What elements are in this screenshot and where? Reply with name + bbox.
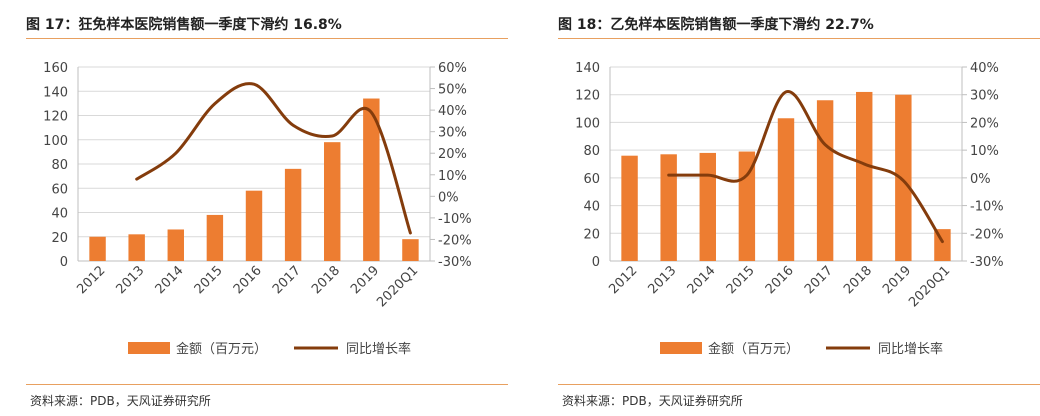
- y-right-tick-label: 10%: [438, 169, 467, 184]
- legend-line-label: 同比增长率: [346, 341, 411, 357]
- y-left-tick-label: 40: [583, 200, 600, 215]
- x-tick-label: 2019: [880, 263, 914, 297]
- y-left-tick-label: 20: [51, 231, 68, 246]
- x-tick-label: 2016: [763, 263, 797, 297]
- bar: [89, 236, 106, 261]
- y-left-tick-label: 120: [43, 110, 68, 125]
- y-left-tick-label: 0: [592, 255, 600, 270]
- bar: [621, 155, 638, 261]
- bar: [895, 94, 912, 261]
- x-tick-label: 2018: [309, 263, 343, 297]
- bar: [402, 239, 419, 261]
- growth-line: [135, 82, 412, 235]
- y-right-tick-label: 10%: [970, 144, 999, 159]
- y-left-tick-label: 80: [583, 144, 600, 159]
- figure-17-chart: 0 20 40 60 80 100 120 140 160 -30% -20% -10% 0% 10% 20…: [43, 61, 472, 357]
- y-left-tick-label: 140: [575, 61, 600, 76]
- y-right-tick-label: 40%: [970, 61, 999, 76]
- y-left-tick-label: 120: [575, 89, 600, 104]
- bar: [777, 118, 795, 262]
- bar: [245, 190, 263, 261]
- bar: [660, 154, 677, 261]
- y-left-tick-label: 0: [60, 255, 68, 270]
- legend-bar-label: 金额（百万元）: [176, 341, 267, 357]
- x-tick-label: 2018: [841, 263, 875, 297]
- legend-bar-label: 金额（百万元）: [708, 341, 799, 357]
- y-right-tick-label: 20%: [438, 147, 467, 162]
- bar: [128, 234, 145, 261]
- y-right-tick-label: -30%: [970, 255, 1004, 270]
- y-right-tick-label: -20%: [970, 227, 1004, 242]
- y-left-tick-label: 80: [51, 158, 68, 173]
- title-divider: [26, 38, 508, 39]
- y-right-tick-label: 0%: [970, 172, 991, 187]
- x-tick-label: 2013: [645, 263, 679, 297]
- x-tick-label: 2012: [606, 263, 640, 297]
- figure-18-panel: 图 18：乙免样本医院销售额一季度下滑约 22.7% 0 20 40 60 80 100 1…: [532, 0, 1040, 416]
- y-right-tick-label: 30%: [970, 89, 999, 104]
- y-right-tick-label: -30%: [438, 255, 472, 270]
- title-divider: [558, 38, 1040, 39]
- bar: [167, 229, 184, 261]
- x-tick-label: 2017: [802, 263, 836, 297]
- y-right-tick-label: 40%: [438, 104, 467, 119]
- y-right-tick-label: -20%: [438, 233, 472, 248]
- y-left-tick-label: 100: [575, 116, 600, 131]
- growth-line: [667, 90, 944, 244]
- x-tick-label: 2012: [74, 263, 108, 297]
- bar: [363, 98, 380, 262]
- x-tick-label: 2015: [724, 263, 758, 297]
- x-tick-label: 2013: [113, 263, 147, 297]
- x-tick-label: 2014: [685, 263, 719, 297]
- y-left-tick-label: 60: [583, 172, 600, 187]
- y-right-tick-label: -10%: [970, 200, 1004, 215]
- x-tick-label: 2019: [348, 263, 382, 297]
- source-divider: [26, 384, 508, 385]
- x-tick-label: 2020Q1: [906, 263, 953, 310]
- bar: [206, 214, 224, 261]
- y-left-tick-label: 160: [43, 61, 68, 76]
- y-right-tick-label: -10%: [438, 212, 472, 227]
- y-left-tick-label: 40: [51, 207, 68, 222]
- source-divider: [558, 384, 1040, 385]
- y-right-tick-label: 50%: [438, 83, 467, 98]
- x-tick-label: 2016: [231, 263, 265, 297]
- figure-title: 图 18：乙免样本医院销售额一季度下滑约 22.7%: [558, 17, 874, 33]
- figure-18-chart: 0 20 40 60 80 100 120 140 -30% -20% -10% 0% 10% 20% 30…: [575, 61, 1004, 357]
- y-right-tick-label: 30%: [438, 126, 467, 141]
- figure-17-panel: 图 17：狂免样本医院销售额一季度下滑约 16.8% 0 20 40 60 80 100 1…: [0, 0, 508, 416]
- bar: [816, 100, 834, 261]
- y-right-tick-label: 60%: [438, 61, 467, 76]
- bar: [699, 152, 716, 261]
- x-tick-label: 2017: [270, 263, 304, 297]
- legend-line-label: 同比增长率: [878, 341, 943, 357]
- y-right-tick-label: 0%: [438, 190, 459, 205]
- figure-title: 图 17：狂免样本医院销售额一季度下滑约 16.8%: [26, 17, 342, 33]
- bar: [324, 142, 341, 261]
- x-tick-label: 2020Q1: [374, 263, 421, 310]
- legend-bar-swatch: [128, 342, 170, 354]
- source-note: 资料来源：PDB，天风证券研究所: [30, 394, 211, 408]
- y-right-tick-label: 20%: [970, 116, 999, 131]
- legend-bar-swatch: [660, 342, 702, 354]
- y-left-tick-label: 60: [51, 182, 68, 197]
- y-left-tick-label: 140: [43, 85, 68, 100]
- x-tick-label: 2014: [153, 263, 187, 297]
- bar: [284, 168, 302, 261]
- y-left-tick-label: 20: [583, 227, 600, 242]
- y-left-tick-label: 100: [43, 134, 68, 149]
- source-note: 资料来源：PDB，天风证券研究所: [562, 394, 743, 408]
- bar: [856, 91, 873, 261]
- x-tick-label: 2015: [192, 263, 226, 297]
